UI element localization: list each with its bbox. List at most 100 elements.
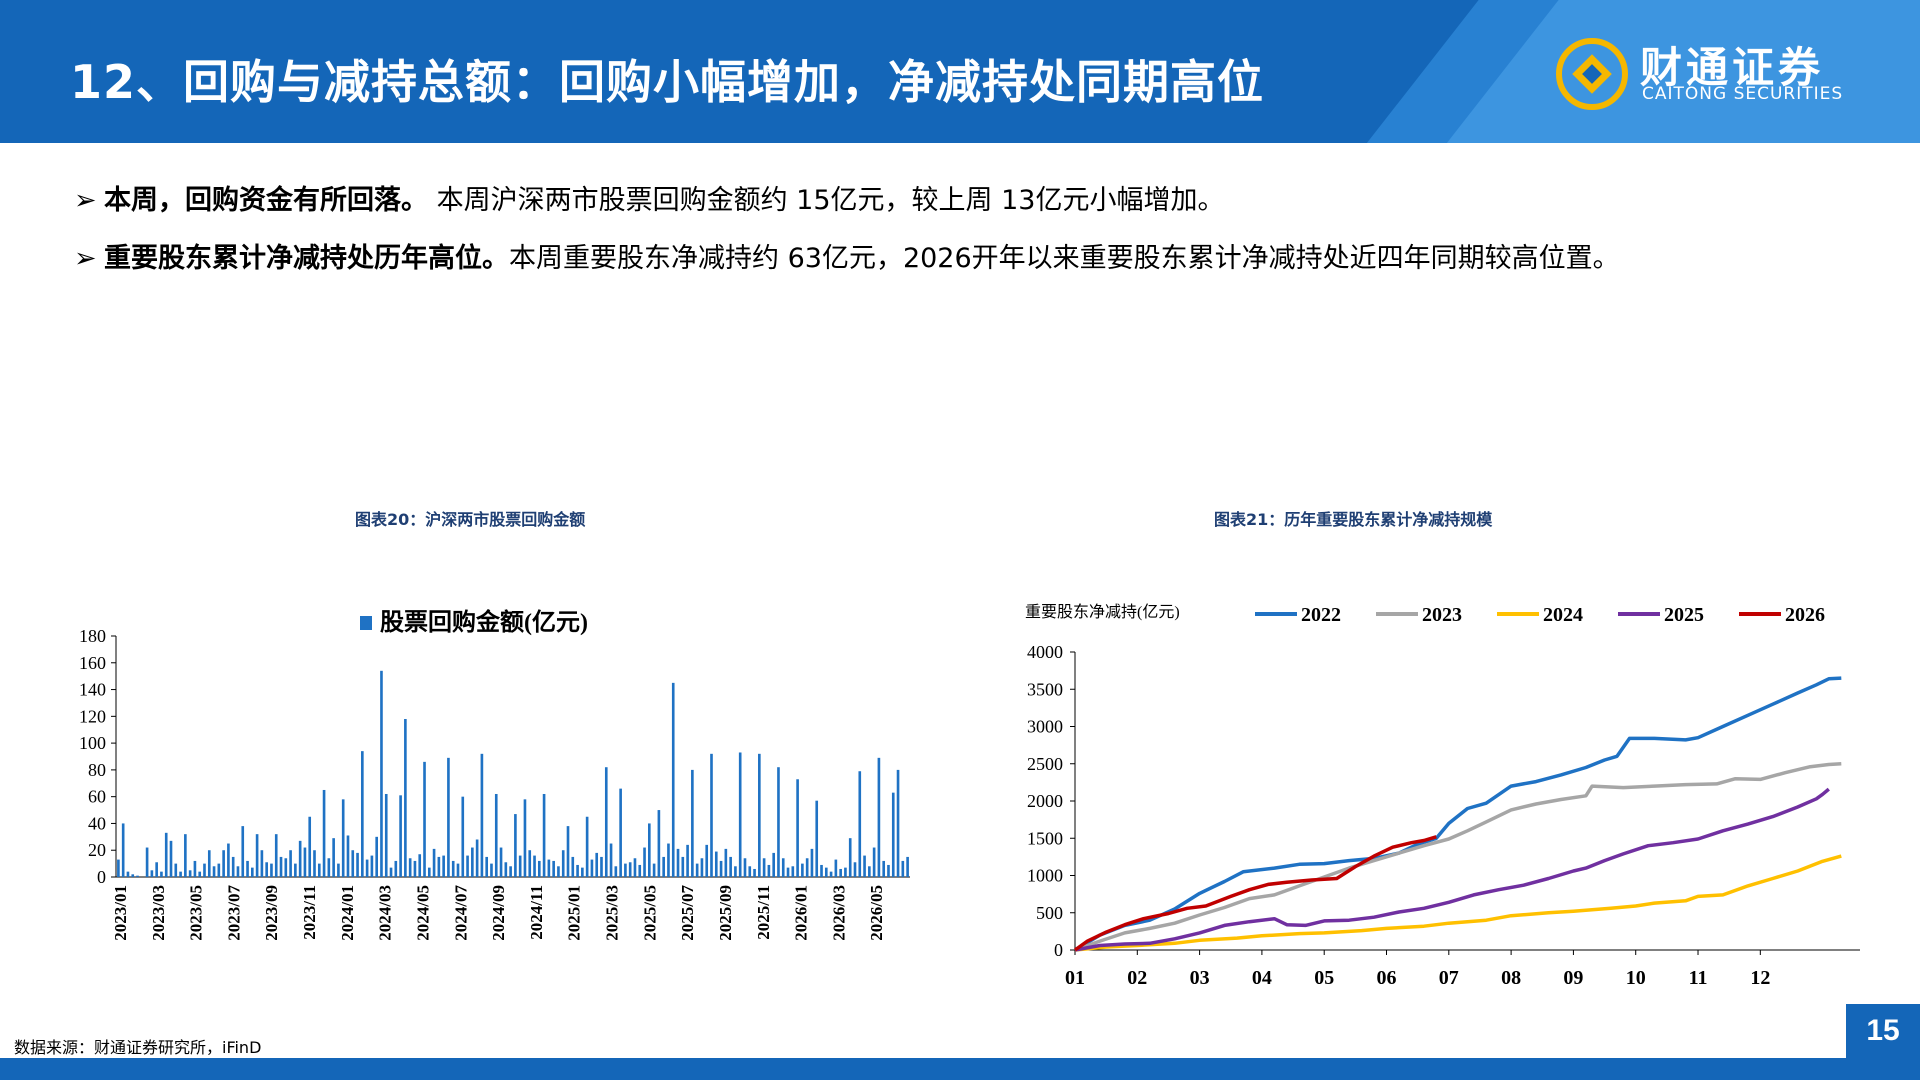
summary-bullets: ➢ 本周，回购资金有所回落。 本周沪深两市股票回购金额约 15亿元，较上周 13亿… <box>74 172 1794 288</box>
bar <box>523 799 527 877</box>
bar <box>590 859 594 877</box>
footer-bar <box>0 1058 1920 1080</box>
x-tick-label: 11 <box>1689 967 1708 989</box>
bar <box>595 852 599 877</box>
bar <box>499 847 503 877</box>
y-tick-label: 100 <box>79 733 106 753</box>
bar <box>824 867 828 877</box>
legend-label: 2025 <box>1664 604 1704 626</box>
y-tick-label: 1500 <box>1027 828 1063 848</box>
bar <box>370 855 374 877</box>
x-tick-label: 2025/07 <box>678 885 697 941</box>
bar <box>260 850 264 877</box>
bar <box>231 856 235 877</box>
bar <box>729 856 732 877</box>
bar <box>188 870 192 877</box>
bar <box>207 850 211 877</box>
bar <box>504 862 508 877</box>
bar <box>805 858 809 877</box>
bar <box>475 839 479 877</box>
bar <box>686 844 689 877</box>
y-tick-label: 160 <box>79 653 106 673</box>
bar <box>447 757 450 877</box>
bar <box>695 863 699 877</box>
bar <box>571 856 575 877</box>
bar <box>604 767 608 877</box>
bar <box>710 753 713 877</box>
bar <box>643 847 646 877</box>
bar <box>533 855 536 877</box>
x-tick-label: 05 <box>1314 967 1334 989</box>
y-tick-label: 60 <box>88 787 106 807</box>
legend-label: 2022 <box>1301 604 1341 626</box>
bar <box>772 852 775 877</box>
legend-label: 2024 <box>1543 604 1583 626</box>
page-title: 12、回购与减持总额：回购小幅增加，净减持处同期高位 <box>70 55 1265 109</box>
bar <box>203 863 206 877</box>
chart-caption-right: 图表21：历年重要股东累计净减持规模 <box>1214 510 1493 529</box>
bar <box>466 855 469 877</box>
bar <box>298 840 302 877</box>
x-tick-label: 2026/05 <box>867 885 886 941</box>
bar <box>700 858 704 877</box>
bullet-heading: 重要股东累计净减持处历年高位。 <box>104 243 509 274</box>
bar <box>241 826 245 877</box>
bar <box>738 752 742 877</box>
bar <box>150 870 154 877</box>
bar <box>691 769 694 877</box>
bar <box>633 858 637 877</box>
y-tick-label: 180 <box>79 626 106 646</box>
y-tick-label: 2500 <box>1027 754 1063 774</box>
bar <box>408 858 412 877</box>
bar <box>887 864 890 877</box>
bar <box>743 858 747 877</box>
x-tick-label: 2025/01 <box>565 885 584 941</box>
bar <box>537 860 541 877</box>
bar <box>801 863 804 877</box>
bar <box>313 850 316 877</box>
y-axis-label: 重要股东净减持(亿元) <box>1025 603 1180 621</box>
bar <box>126 871 130 877</box>
bar <box>485 856 489 877</box>
x-tick-label: 2024/11 <box>527 885 546 940</box>
bar <box>557 866 560 877</box>
bar <box>160 871 163 877</box>
bar <box>169 840 173 877</box>
bar <box>734 866 737 877</box>
x-tick-label: 06 <box>1377 967 1397 989</box>
x-tick-label: 2025/11 <box>754 885 773 940</box>
bar <box>667 843 670 877</box>
y-tick-label: 2000 <box>1027 791 1063 811</box>
bar <box>561 850 565 877</box>
x-tick-label: 2023/03 <box>149 885 168 941</box>
bar <box>490 863 493 877</box>
bar <box>337 863 340 877</box>
x-tick-label: 10 <box>1626 967 1646 989</box>
y-tick-label: 40 <box>88 813 106 833</box>
bar <box>839 868 842 877</box>
x-tick-label: 2026/03 <box>829 885 848 941</box>
y-tick-label: 20 <box>88 840 106 860</box>
x-tick-label: 01 <box>1065 967 1085 989</box>
bar <box>246 860 249 877</box>
arrow-bullet-icon: ➢ <box>74 185 97 216</box>
bar <box>380 670 383 877</box>
legend-swatch <box>360 616 372 630</box>
x-tick-label: 2023/09 <box>262 885 281 941</box>
x-tick-label: 2023/07 <box>224 885 243 941</box>
x-tick-label: 08 <box>1501 967 1521 989</box>
bar <box>714 851 718 877</box>
bar <box>461 796 465 877</box>
bar <box>255 834 259 877</box>
series-line-2024 <box>1074 854 1842 952</box>
buyback-bar-chart: 股票回购金额(亿元) 0 20 40 60 80 100 120 140 160 180 2023/0… <box>79 608 910 941</box>
bar <box>619 788 622 877</box>
bar <box>327 858 331 877</box>
bar <box>872 847 876 877</box>
bar <box>227 843 230 877</box>
bar <box>844 867 847 877</box>
bar <box>753 868 756 877</box>
bar <box>270 863 273 877</box>
bar <box>786 867 790 877</box>
arrow-bullet-icon: ➢ <box>74 243 97 274</box>
